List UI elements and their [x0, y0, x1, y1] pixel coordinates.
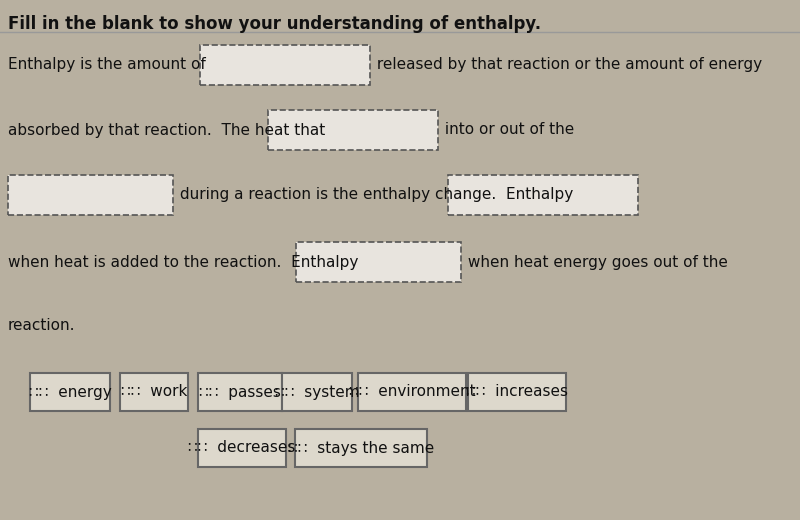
Text: into or out of the: into or out of the	[440, 123, 574, 137]
Text: reaction.: reaction.	[8, 318, 75, 332]
Text: during a reaction is the enthalpy change.  Enthalpy: during a reaction is the enthalpy change…	[175, 188, 578, 202]
Bar	[448, 175, 638, 215]
Text: ∷∷  decreases: ∷∷ decreases	[188, 440, 296, 456]
Text: ∷∷  increases: ∷∷ increases	[466, 384, 568, 399]
Bar	[282, 373, 352, 411]
Bar	[30, 373, 110, 411]
Bar	[296, 242, 461, 282]
Text: ∷∷  work: ∷∷ work	[121, 384, 187, 399]
Text: ∷∷  stays the same: ∷∷ stays the same	[288, 440, 434, 456]
Text: ∷∷  energy: ∷∷ energy	[29, 384, 111, 399]
Bar	[200, 45, 370, 85]
Bar	[295, 429, 427, 467]
Bar	[198, 373, 282, 411]
Text: ∷∷  passes: ∷∷ passes	[199, 384, 281, 399]
Text: when heat energy goes out of the: when heat energy goes out of the	[463, 254, 728, 269]
Text: Fill in the blank to show your understanding of enthalpy.: Fill in the blank to show your understan…	[8, 15, 541, 33]
Bar	[358, 373, 466, 411]
Text: ∷∷  environment: ∷∷ environment	[349, 384, 475, 399]
Text: when heat is added to the reaction.  Enthalpy: when heat is added to the reaction. Enth…	[8, 254, 363, 269]
Bar	[8, 175, 173, 215]
Bar	[120, 373, 188, 411]
Bar	[268, 110, 438, 150]
Bar	[198, 429, 286, 467]
Bar	[468, 373, 566, 411]
Text: released by that reaction or the amount of energy: released by that reaction or the amount …	[372, 58, 762, 72]
Text: absorbed by that reaction.  The heat that: absorbed by that reaction. The heat that	[8, 123, 330, 137]
Text: ∷∷  system: ∷∷ system	[274, 384, 359, 399]
Text: Enthalpy is the amount of: Enthalpy is the amount of	[8, 58, 210, 72]
